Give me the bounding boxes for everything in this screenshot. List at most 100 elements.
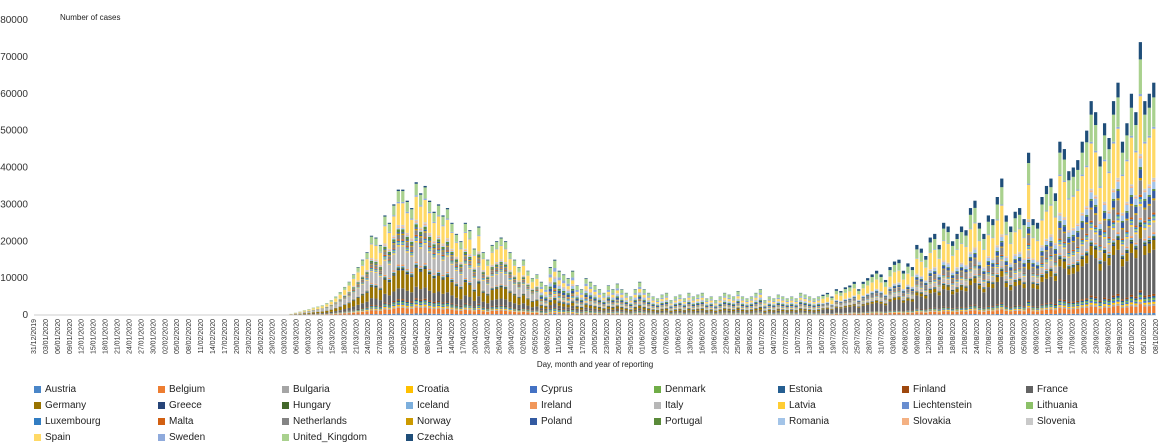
bar-segment (500, 273, 503, 284)
bar-segment (857, 307, 860, 308)
bar-segment (826, 293, 829, 294)
bar-segment (920, 282, 923, 283)
bar-segment (665, 303, 668, 304)
bar-segment (763, 307, 766, 308)
bar-segment (589, 293, 592, 295)
bar-segment (397, 229, 400, 232)
bar-segment (607, 312, 610, 313)
bar-segment (692, 305, 695, 306)
bar-segment (356, 312, 359, 314)
bar-segment (374, 273, 377, 284)
bar-segment (388, 305, 391, 306)
bar-segment (951, 278, 954, 279)
bar-segment (942, 307, 945, 308)
bar-segment (558, 310, 561, 311)
bar-segment (392, 306, 395, 307)
bar-segment (1000, 248, 1003, 255)
bar-segment (960, 311, 963, 314)
bar-segment (960, 308, 963, 309)
bar-segment (388, 256, 391, 259)
bar-segment (432, 249, 435, 253)
bar-segment (379, 246, 382, 252)
bar-segment (620, 295, 623, 297)
bar-segment (736, 291, 739, 294)
bar-segment (540, 304, 543, 305)
bar-segment (437, 242, 440, 243)
bar-segment (486, 260, 489, 265)
bar-segment (415, 197, 418, 220)
bar-segment (356, 268, 359, 272)
y-tick-label: 0 (22, 310, 28, 321)
bar-segment (446, 305, 449, 306)
bar-segment (504, 274, 507, 275)
bar-segment (947, 277, 950, 278)
bar-segment (464, 307, 467, 308)
bar-segment (508, 290, 511, 291)
bar-segment (951, 275, 954, 276)
bar-segment (821, 295, 824, 296)
bar-segment (562, 297, 565, 298)
bar-segment (741, 305, 744, 306)
bar-segment (772, 305, 775, 306)
bar-segment (915, 285, 918, 286)
bar-segment (549, 313, 552, 314)
bar-segment (428, 213, 431, 233)
bar-segment (705, 305, 708, 306)
bar-segment (973, 277, 976, 278)
bar-segment (763, 303, 766, 304)
bar-segment (388, 261, 391, 262)
bar-segment (446, 220, 449, 238)
bar-segment (1000, 206, 1003, 235)
bar-segment (486, 311, 489, 312)
bar-segment (424, 242, 427, 243)
bar-segment (790, 297, 793, 299)
bar-segment (562, 303, 565, 304)
bar-segment (517, 312, 520, 313)
bar-segment (419, 304, 422, 305)
bar-segment (576, 306, 579, 307)
bar-segment (486, 309, 489, 310)
bar-segment (871, 304, 874, 312)
bar-segment (951, 286, 954, 289)
bar-segment (987, 234, 990, 235)
bar-segment (517, 298, 520, 305)
bar-segment (392, 302, 395, 303)
bar-segment (374, 238, 377, 245)
bar-segment (982, 308, 985, 309)
bar-segment (544, 286, 547, 287)
bar-segment (638, 304, 641, 305)
bar-segment (419, 207, 422, 228)
bar-segment (652, 301, 655, 303)
bar-segment (942, 311, 945, 314)
bar-segment (553, 292, 556, 293)
bar-segment (960, 284, 963, 285)
bar-segment (513, 275, 516, 276)
bar-segment (508, 274, 511, 275)
bar-segment (991, 284, 994, 288)
bar-segment (562, 300, 565, 301)
bar-segment (996, 257, 999, 263)
bar-segment (888, 287, 891, 289)
bar-segment (468, 297, 471, 304)
bar-segment (593, 311, 596, 312)
bar-segment (410, 209, 413, 218)
bar-segment (723, 309, 726, 310)
bar-segment (432, 306, 435, 307)
bar-segment (531, 282, 534, 288)
bar-segment (593, 311, 596, 312)
bar-segment (392, 301, 395, 302)
bar-segment (526, 284, 529, 285)
bar-segment (415, 241, 418, 243)
bar-segment (812, 310, 815, 311)
bar-segment (996, 305, 999, 306)
bar-segment (812, 306, 815, 307)
bar-segment (508, 279, 511, 280)
bar-segment (996, 274, 999, 275)
bar-segment (383, 243, 386, 244)
bar-segment (339, 295, 342, 299)
bar-segment (888, 289, 891, 291)
bar-segment (938, 312, 941, 313)
bar-segment (553, 312, 556, 313)
bar-segment (705, 310, 708, 311)
bar-segment (576, 311, 579, 312)
